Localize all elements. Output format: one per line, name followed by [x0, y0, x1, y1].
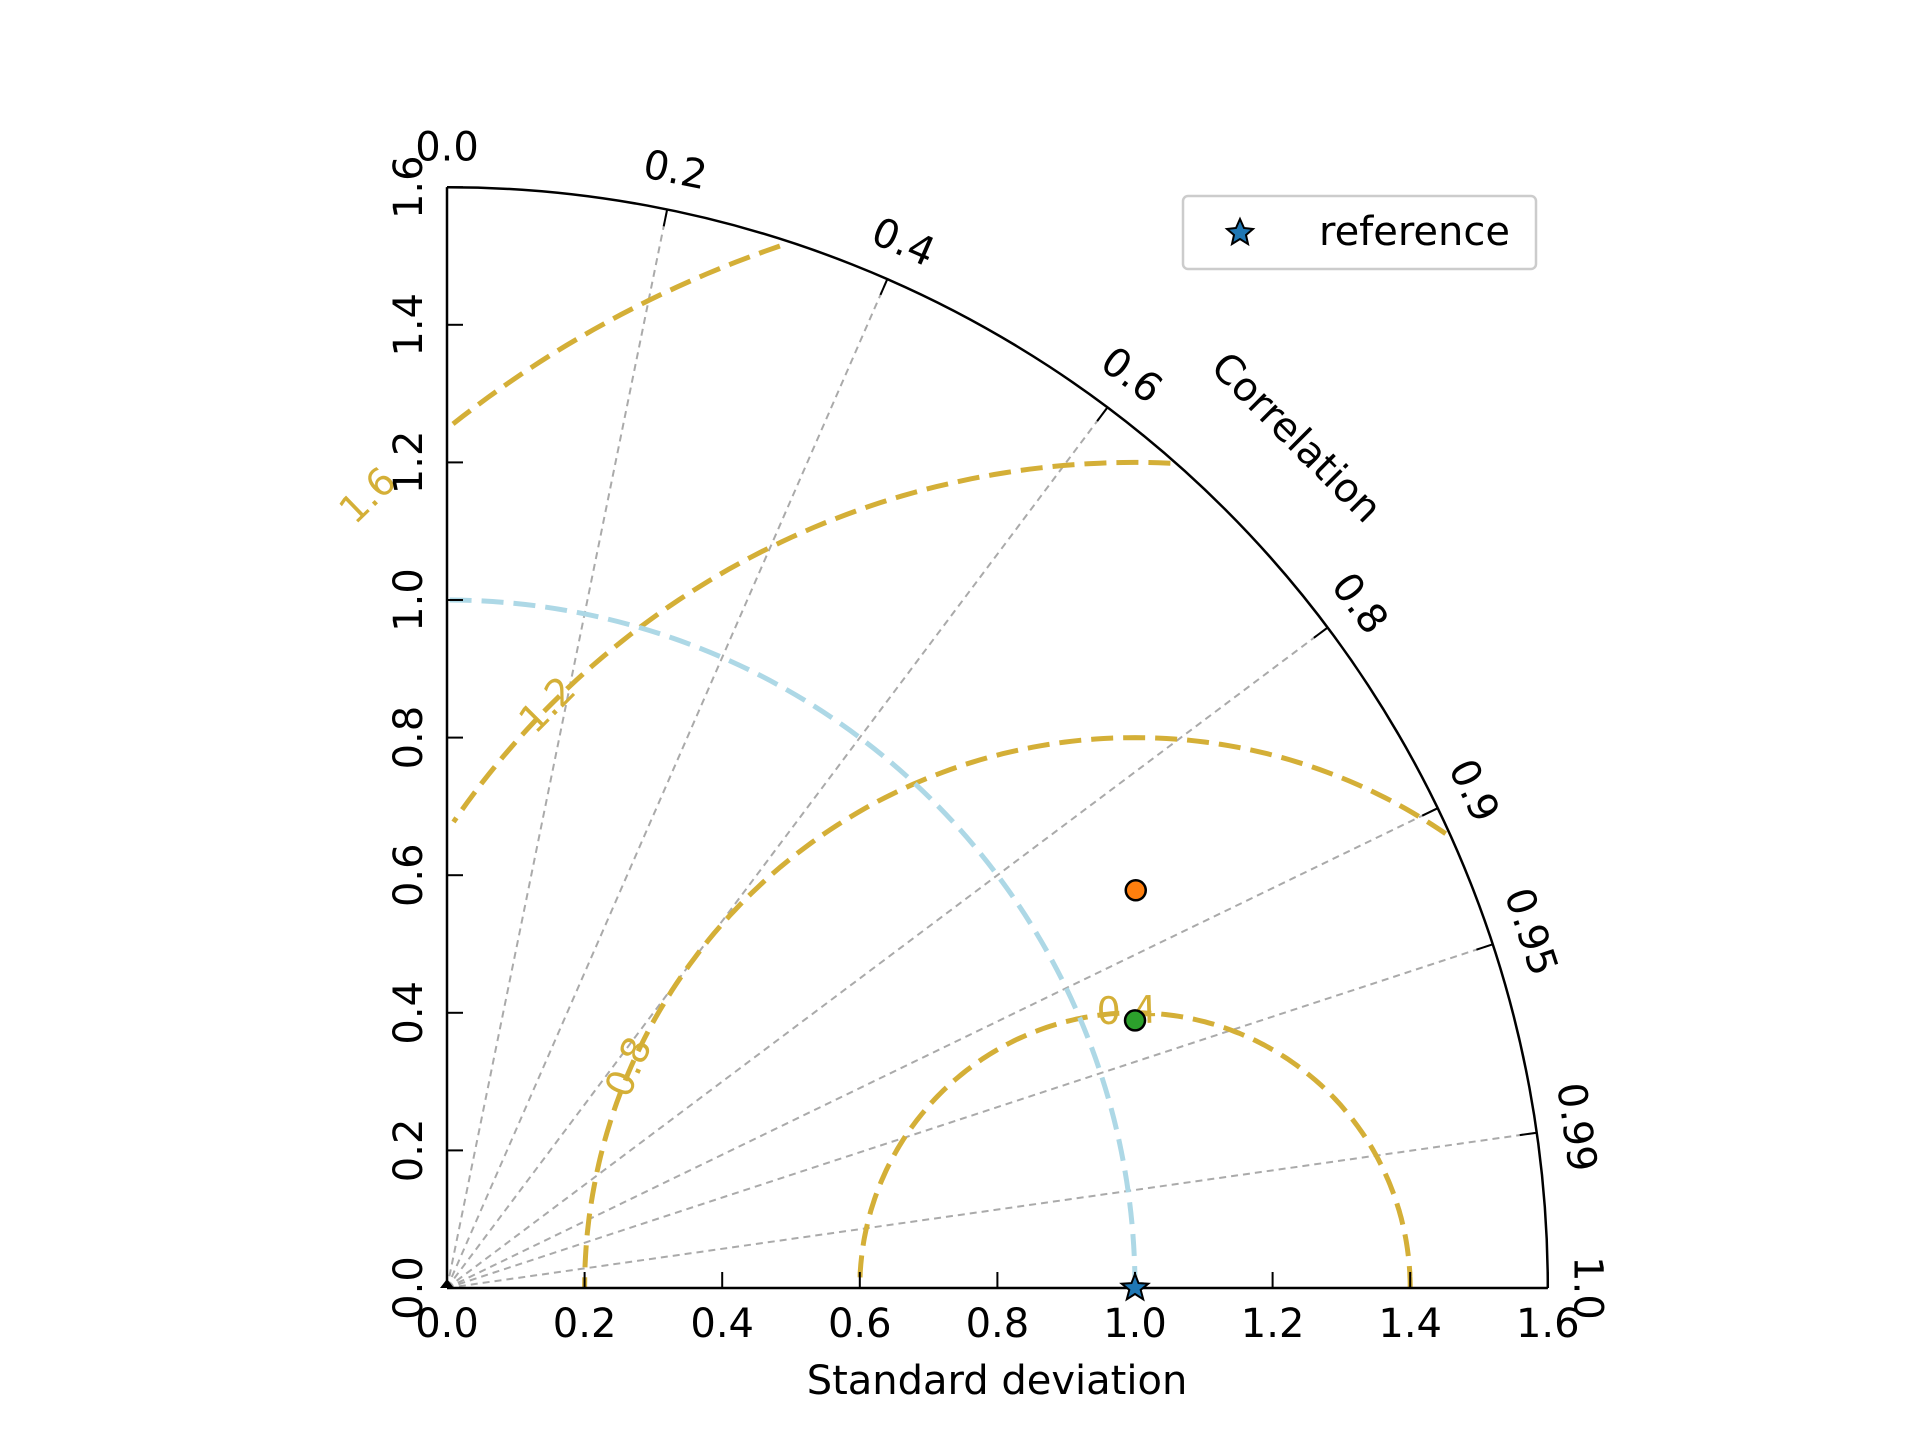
correlation-tick-label: 0.95 — [1495, 882, 1567, 981]
correlation-tick — [662, 209, 669, 227]
data-point — [1123, 1009, 1147, 1032]
x-tick-label: 1.0 — [1103, 1301, 1167, 1347]
correlation-tick — [1519, 1131, 1537, 1137]
correlation-grid-lines — [446, 209, 1537, 1289]
x-tick-label: 1.2 — [1241, 1301, 1305, 1347]
y-tick-label: 0.4 — [386, 981, 432, 1045]
reference-std-arc — [446, 597, 1138, 1289]
x-tick-label: 0.4 — [690, 1301, 754, 1347]
correlation-tick-label: 0.99 — [1547, 1080, 1605, 1175]
correlation-tick — [879, 278, 889, 296]
correlation-tick — [1096, 406, 1109, 422]
x-tick-label: 0.8 — [966, 1301, 1030, 1347]
correlation-tick-label: 0.4 — [865, 209, 942, 277]
y-tick-label: 1.2 — [386, 431, 432, 495]
correlation-grid-line — [446, 1131, 1537, 1289]
rms-contour — [451, 459, 1171, 824]
y-tick-label: 1.4 — [386, 293, 432, 357]
correlation-tick-label: 0.8 — [1322, 564, 1397, 643]
correlation-axis-title: Correlation — [1202, 344, 1390, 532]
y-tick-label: 0.8 — [386, 706, 432, 770]
correlation-tick — [1421, 807, 1439, 817]
legend-entry-reference: reference — [1319, 209, 1510, 255]
reference-std-arc — [446, 597, 1138, 1289]
correlation-grid-line — [446, 406, 1109, 1289]
x-tick-label: 0.2 — [553, 1301, 617, 1347]
data-point — [1124, 879, 1148, 902]
axes: 0.0 0.20.40.60.80.90.950.991.00.00.00.20.… — [386, 124, 1611, 1347]
data-points — [1119, 879, 1151, 1302]
y-tick-label: 0.6 — [386, 843, 432, 907]
y-tick-label: 0.0 — [386, 1256, 432, 1320]
correlation-tick-label: 0.6 — [1092, 338, 1171, 413]
origin-marker — [440, 1279, 454, 1288]
reference-star-marker — [1119, 1271, 1151, 1302]
x-tick-label: 1.6 — [1516, 1301, 1580, 1347]
correlation-arc — [446, 185, 1550, 1289]
rms-contour — [448, 243, 781, 428]
correlation-tick-label: 0.9 — [1439, 752, 1508, 829]
legend-frame — [1181, 194, 1538, 271]
correlation-grid-line — [446, 626, 1329, 1289]
x-axis-title: Standard deviation — [807, 1358, 1188, 1404]
correlation-tick-label: 0.0 — [415, 124, 479, 170]
correlation-tick — [1313, 626, 1329, 639]
correlation-tick-label: 1.0 — [1565, 1256, 1611, 1320]
correlation-tick — [1476, 943, 1494, 951]
rms-contour-label: 0.8 — [596, 1030, 661, 1103]
x-tick-label: 1.4 — [1378, 1301, 1442, 1347]
rms-contour-label: 1.2 — [510, 668, 584, 742]
correlation-grid-line — [446, 807, 1439, 1289]
legend-star-icon — [1224, 216, 1256, 247]
correlation-grid-line — [446, 278, 889, 1289]
y-tick-label: 1.0 — [386, 568, 432, 632]
correlation-tick-label: 0.2 — [639, 142, 711, 200]
x-tick-label: 0.0 — [415, 1301, 479, 1347]
rms-contour — [582, 735, 1448, 1289]
y-tick-label: 1.6 — [386, 155, 432, 219]
legend: reference — [1181, 194, 1538, 271]
x-tick-label: 0.6 — [828, 1301, 892, 1347]
y-tick-label: 0.2 — [386, 1119, 432, 1183]
correlation-grid-line — [446, 209, 669, 1289]
correlation-grid-line — [446, 943, 1494, 1289]
